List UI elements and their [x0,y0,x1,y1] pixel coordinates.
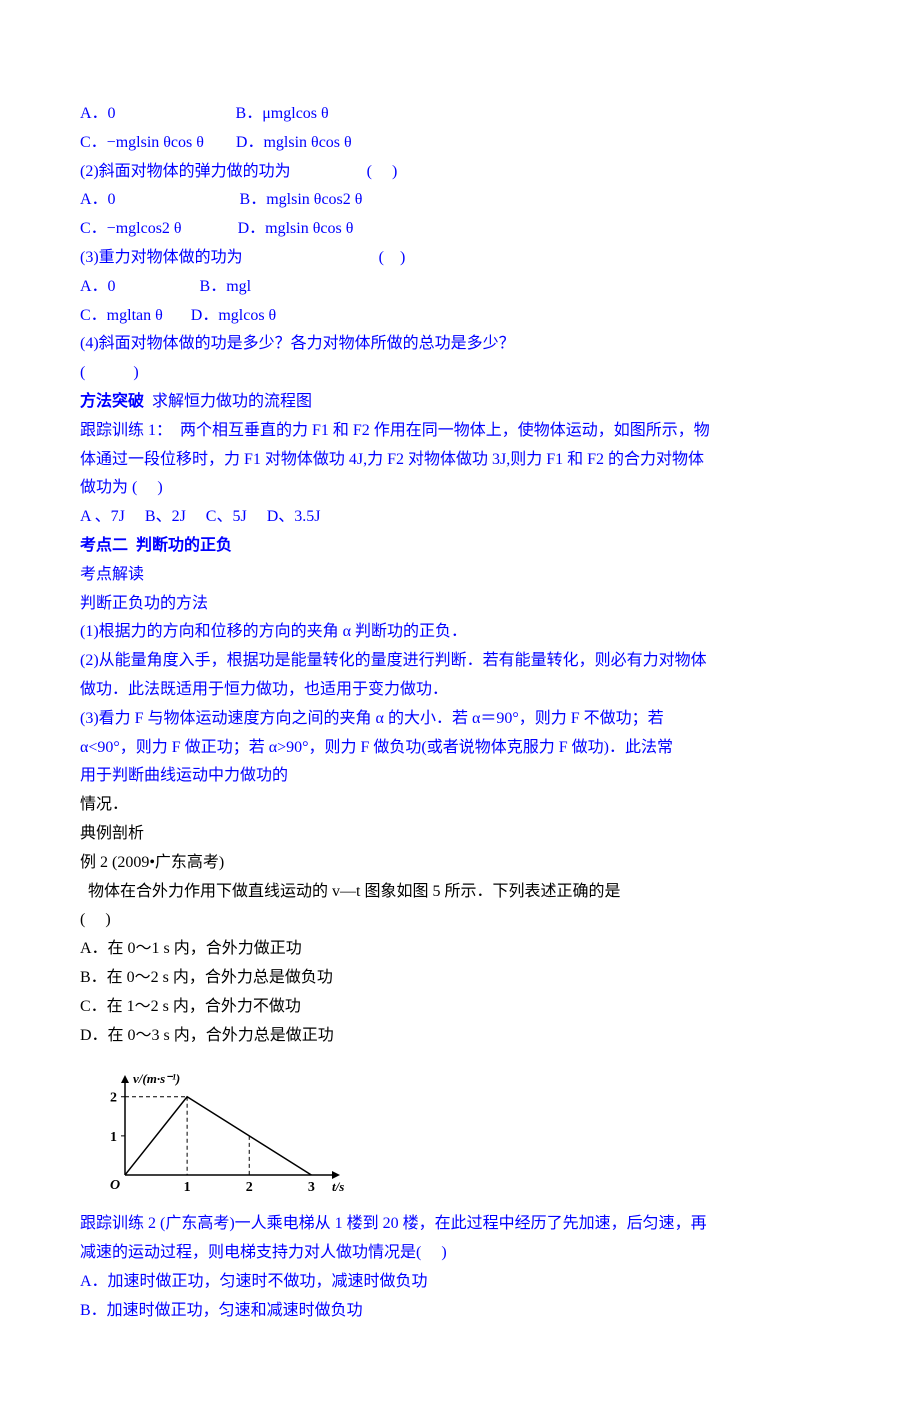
svg-text:1: 1 [110,1130,117,1145]
q2-option-ab: A．0 B．mglsin θcos2 θ [80,186,840,215]
qingkuang: 情况． [80,791,840,820]
svg-text:t/s: t/s [332,1179,344,1194]
method2-line1: (2)从能量角度入手，根据功是能量转化的量度进行判断．若有能量转化，则必有力对物… [80,647,840,676]
example2-ref: 例 2 (2009•广东高考) [80,849,840,878]
example2-opt-a: A．在 0～1 s 内，合外力做正功 [80,935,840,964]
kaodian2-heading: 考点二 判断功的正负 [80,532,840,561]
method-title: 方法突破 [80,393,144,410]
q2-stem: (2)斜面对物体的弹力做的功为 ( ) [80,158,840,187]
method2-line2: 做功．此法既适用于恒力做功，也适用于变力做功． [80,676,840,705]
kaodian-jiedu: 考点解读 [80,561,840,590]
q1-option-cd: C．−mglsin θcos θ D．mglsin θcos θ [80,129,840,158]
q4-blank: ( ) [80,359,840,388]
q4-stem: (4)斜面对物体做的功是多少？各力对物体所做的总功是多少？ [80,330,840,359]
svg-text:O: O [110,1178,120,1193]
q2-option-cd: C．−mglcos2 θ D．mglsin θcos θ [80,215,840,244]
method-line: 方法突破 求解恒力做功的流程图 [80,388,840,417]
example2-opt-d: D．在 0～3 s 内，合外力总是做正功 [80,1022,840,1051]
vt-chart: 1 2 1 2 3 Ov/(m·s⁻¹) t/s [80,1065,840,1195]
method-rest: 求解恒力做功的流程图 [144,393,312,410]
svg-text:2: 2 [110,1091,117,1106]
followup2-opt-b: B．加速时做正功，匀速和减速时做负功 [80,1297,840,1326]
method3-line1: (3)看力 F 与物体运动速度方向之间的夹角 α 的大小．若 α＝90°，则力 … [80,705,840,734]
svg-text:3: 3 [308,1180,315,1195]
example2-blank: ( ) [80,906,840,935]
vt-chart-svg: 1 2 1 2 3 Ov/(m·s⁻¹) t/s [90,1065,350,1195]
example2-opt-c: C．在 1～2 s 内，合外力不做功 [80,993,840,1022]
svg-text:1: 1 [184,1180,191,1195]
followup2-line2: 减速的运动过程，则电梯支持力对人做功情况是( ) [80,1239,840,1268]
followup2-opt-a: A．加速时做正功，匀速时不做功，减速时做负功 [80,1268,840,1297]
svg-text:v/(m·s⁻¹): v/(m·s⁻¹) [133,1071,180,1086]
followup1-line2: 体通过一段位移时，力 F1 对物体做功 4J,力 F2 对物体做功 3J,则力 … [80,446,840,475]
method3-line2: α<90°，则力 F 做正功；若 α>90°，则力 F 做负功(或者说物体克服力… [80,734,840,763]
method1: (1)根据力的方向和位移的方向的夹角 α 判断功的正负． [80,618,840,647]
svg-text:2: 2 [246,1180,253,1195]
q3-option-ab: A．0 B．mgl [80,273,840,302]
q1-option-ab: A．0 B．μmglcos θ [80,100,840,129]
dianli-title: 典例剖析 [80,820,840,849]
example2-stem: 物体在合外力作用下做直线运动的 v—t 图象如图 5 所示．下列表述正确的是 [80,878,840,907]
judge-methods-title: 判断正负功的方法 [80,590,840,619]
followup1-options: A 、7J B、2J C、5J D、3.5J [80,503,840,532]
followup1-line1: 跟踪训练 1： 两个相互垂直的力 F1 和 F2 作用在同一物体上，使物体运动，… [80,417,840,446]
followup1-line3: 做功为 ( ) [80,474,840,503]
method3-line3: 用于判断曲线运动中力做功的 [80,762,840,791]
q3-stem: (3)重力对物体做的功为 ( ) [80,244,840,273]
q3-option-cd: C．mgltan θ D．mglcos θ [80,302,840,331]
followup2-line1: 跟踪训练 2 (广东高考)一人乘电梯从 1 楼到 20 楼，在此过程中经历了先加… [80,1210,840,1239]
example2-opt-b: B．在 0～2 s 内，合外力总是做负功 [80,964,840,993]
